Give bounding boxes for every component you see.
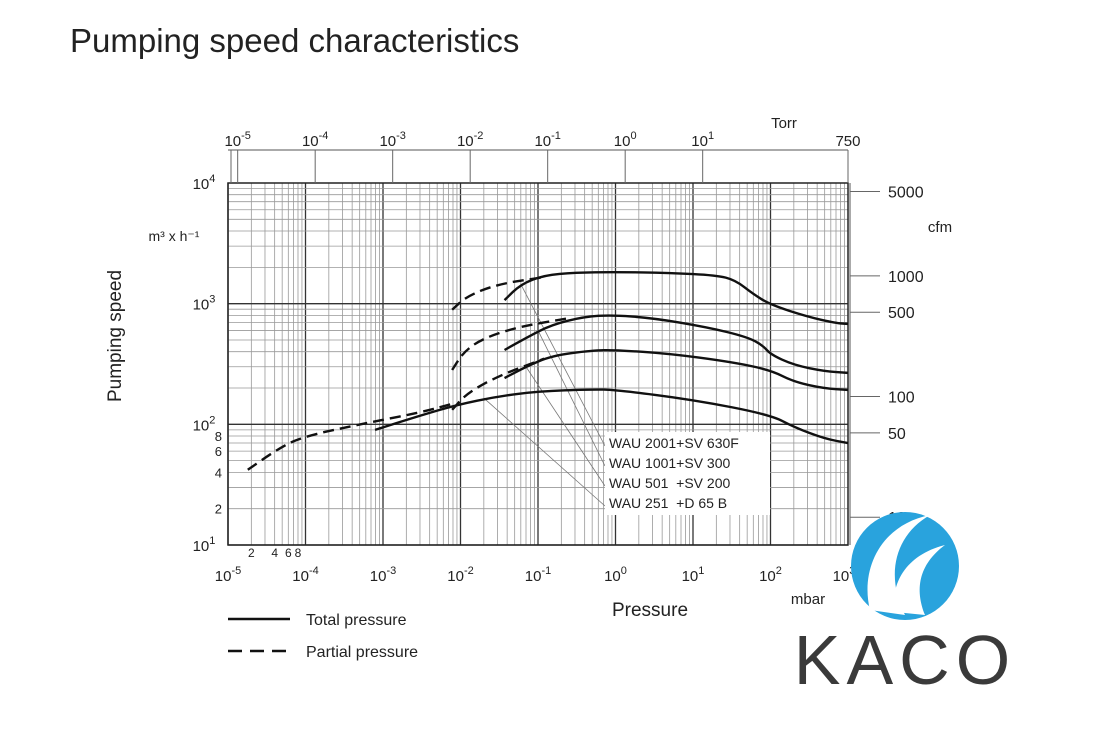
top-tick-label: 10-4 — [302, 130, 328, 150]
y-minor-tick-label: 8 — [215, 429, 222, 444]
top-tick-label: 10-2 — [457, 130, 483, 150]
series-line-dashed — [451, 357, 545, 411]
y-minor-tick-label: 2 — [215, 502, 222, 517]
x-unit-label: mbar — [791, 591, 825, 608]
series-line-solid — [374, 388, 849, 445]
series-line-solid — [503, 270, 849, 326]
right-tick-label: 50 — [888, 426, 906, 443]
series-leader-line — [537, 330, 606, 467]
logo-wave — [867, 515, 930, 615]
top-tick-label: 10-3 — [379, 130, 405, 150]
right-tick-label: 100 — [888, 390, 915, 407]
series-line-dashed — [247, 401, 456, 471]
chart-title: Pumping speed characteristics — [70, 22, 520, 59]
top-tick-label: 10-1 — [534, 130, 560, 150]
top-tick-label: 100 — [614, 130, 637, 150]
x-tick-label: 101 — [682, 565, 705, 585]
right-tick-label: 500 — [888, 305, 915, 322]
kaco-logo: KACO — [794, 512, 1016, 699]
series-line-solid — [503, 348, 849, 392]
right-tick-label: 5000 — [888, 185, 924, 202]
top-unit-label: Torr — [771, 115, 797, 132]
right-tick-label: 1000 — [888, 269, 924, 286]
series-label: WAU 501 +SV 200 — [609, 475, 730, 491]
y-tick-label: 103 — [193, 294, 216, 314]
y-axis-label: Pumping speed — [105, 270, 126, 402]
top-tick-label: 750 — [835, 133, 860, 150]
x-tick-label: 10-5 — [215, 565, 241, 585]
y-tick-label: 101 — [193, 535, 216, 555]
series-line-dashed — [451, 316, 571, 371]
series-label: WAU 2001+SV 630F — [609, 435, 739, 451]
y-tick-label: 104 — [193, 173, 216, 193]
top-tick-label: 101 — [691, 130, 714, 150]
right-unit-label: cfm — [928, 219, 952, 236]
x-tick-label: 10-1 — [525, 565, 551, 585]
legend-label: Partial pressure — [306, 644, 418, 661]
series-leader-line — [525, 366, 606, 487]
plot-frame — [227, 182, 849, 546]
series-label: WAU 1001+SV 300 — [609, 455, 730, 471]
series-label: WAU 251 +D 65 B — [609, 495, 727, 511]
x-tick-label: 10-4 — [292, 565, 318, 585]
series-line-solid — [503, 314, 849, 375]
x-tick-label: 10-2 — [447, 565, 473, 585]
y-minor-tick-label: 4 — [215, 465, 222, 480]
x-minor-tick-label: 6 — [285, 546, 292, 560]
y-minor-tick-label: 6 — [215, 444, 222, 459]
logo-text: KACO — [794, 621, 1016, 699]
x-minor-tick-label: 8 — [295, 546, 302, 560]
series-leader-line — [520, 284, 606, 447]
y-unit-label: m³ x h⁻¹ — [149, 228, 200, 244]
series-label-box — [605, 432, 770, 515]
x-minor-tick-label: 4 — [271, 546, 278, 560]
series-leader-line — [483, 397, 606, 507]
x-axis-label: Pressure — [612, 600, 688, 621]
legend-label: Total pressure — [306, 612, 407, 629]
x-tick-label: 100 — [604, 565, 627, 585]
x-tick-label: 102 — [759, 565, 782, 585]
logo-wave — [894, 545, 945, 615]
x-minor-tick-label: 2 — [248, 546, 255, 560]
series-line-dashed — [451, 275, 545, 311]
top-tick-label: 10-5 — [224, 130, 250, 150]
x-tick-label: 10-3 — [370, 565, 396, 585]
y-tick-label: 102 — [193, 414, 216, 434]
